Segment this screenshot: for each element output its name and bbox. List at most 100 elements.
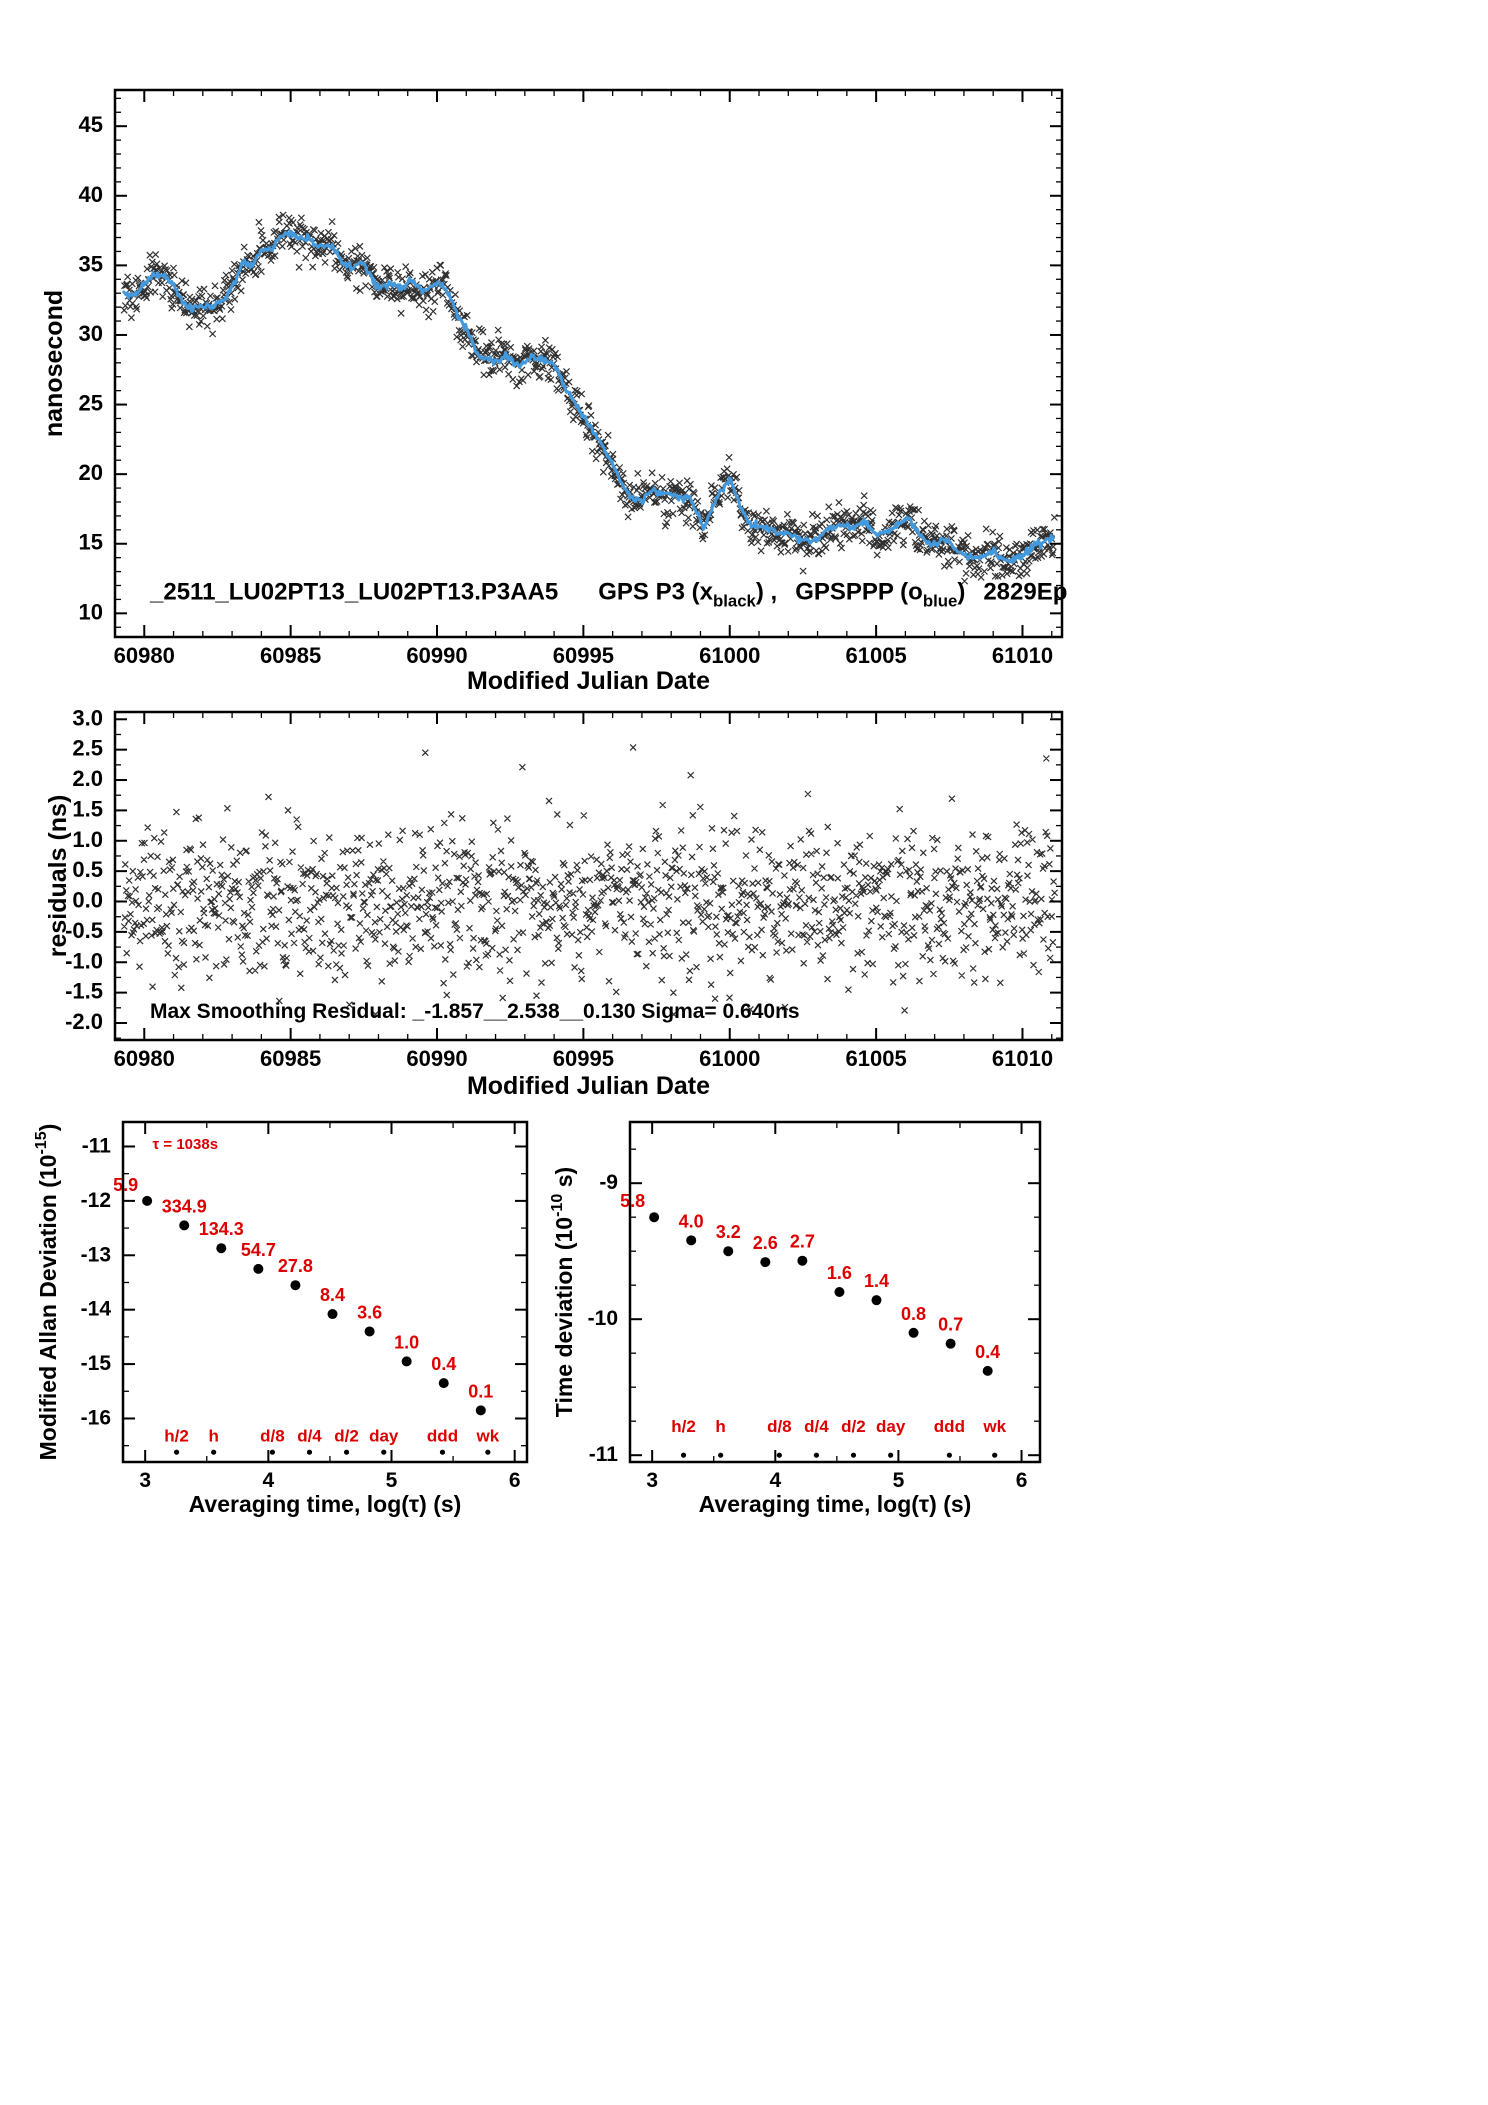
point-value-label: 4.0 (679, 1211, 704, 1231)
mdev-points (142, 1195, 486, 1416)
data-point (834, 1287, 845, 1297)
x-axis-title: Averaging time, log(τ) (s) (189, 1491, 462, 1517)
data-point (142, 1195, 153, 1206)
x-tick-label: 5 (893, 1469, 905, 1492)
y-tick-label: 10 (79, 599, 103, 624)
data-point (945, 1338, 956, 1349)
time-marker-label: d/4 (804, 1417, 829, 1436)
data-point (475, 1405, 486, 1416)
y-tick-label: 25 (79, 390, 103, 415)
x-axis-title: Averaging time, log(τ) (s) (699, 1491, 972, 1517)
time-marker-label: d/8 (260, 1426, 285, 1445)
x-tick-label: 60990 (406, 643, 467, 668)
point-value-label: 0.1 (468, 1381, 493, 1401)
time-marker-dot (776, 1452, 782, 1458)
phase-data-layer (120, 211, 1058, 585)
y-tick-label: 30 (79, 321, 103, 346)
series-label: _2511_LU02PT13_LU02PT13.P3AA5 GPS P3 (xbl… (149, 578, 1067, 610)
y-tick-label: 1.0 (72, 827, 103, 852)
time-marker-label: h (208, 1426, 218, 1445)
point-value-label: 5.8 (620, 1191, 645, 1211)
x-tick-label: 3 (646, 1469, 658, 1492)
time-marker-dot (381, 1449, 387, 1455)
y-tick-label: 0.0 (72, 887, 103, 912)
y-tick-label: 20 (79, 460, 103, 485)
data-point (438, 1378, 449, 1389)
time-marker-dot (850, 1452, 857, 1458)
y-axis-title: nanosecond (40, 290, 68, 437)
data-point (723, 1246, 734, 1257)
phase-chart: _2511_LU02PT13_LU02PT13.P3AA5 GPS P3 (xbl… (40, 88, 1067, 695)
data-point (216, 1243, 227, 1254)
time-marker-label: d/4 (297, 1426, 322, 1445)
time-marker-label: ddd (427, 1426, 458, 1445)
point-value-label: 54.7 (241, 1240, 276, 1260)
y-axis-title: Time deviation (10-10 s) (548, 1167, 577, 1417)
time-marker-dot (992, 1452, 998, 1458)
tdev-points (649, 1212, 993, 1376)
y-tick-label: 15 (79, 530, 103, 555)
y-tick-label: 40 (79, 182, 103, 207)
y-tick-label: 45 (79, 112, 103, 137)
time-marker-dot (888, 1452, 894, 1458)
residuals-data-layer (120, 743, 1059, 1018)
data-point (290, 1280, 301, 1291)
data-point (908, 1327, 919, 1338)
x-tick-label: 61010 (992, 1046, 1053, 1071)
x-tick-label: 61005 (846, 1046, 907, 1071)
point-value-label: 0.4 (431, 1354, 456, 1374)
time-marker-label: h (715, 1417, 725, 1436)
time-marker-dot (343, 1449, 350, 1455)
data-point (364, 1326, 375, 1337)
axis-box (113, 710, 1064, 1042)
y-tick-label: 0.5 (72, 857, 103, 882)
x-tick-label: 60980 (114, 643, 175, 668)
point-value-label: 27.8 (278, 1256, 313, 1276)
y-tick-label: 1.5 (72, 796, 103, 821)
x-axis-title: Modified Julian Date (467, 1072, 710, 1100)
stats-text: Max Smoothing Residual: _-1.857__2.538__… (150, 1000, 800, 1023)
time-marker-dot (439, 1449, 446, 1455)
point-value-label: 0.8 (901, 1304, 926, 1324)
point-value-label: 1.4 (864, 1271, 889, 1291)
x-tick-label: 4 (769, 1469, 781, 1492)
point-value-label: 2.6 (753, 1233, 778, 1253)
mdev-data-layer (142, 1195, 486, 1416)
time-marker-label: h/2 (164, 1426, 189, 1445)
y-tick-label: -1.0 (65, 948, 103, 973)
time-marker-dot (211, 1449, 217, 1455)
time-marker-label: d/8 (767, 1417, 792, 1436)
point-value-label: 0.4 (975, 1342, 1000, 1362)
x-tick-label: 3 (139, 1469, 151, 1492)
point-value-label: 334.9 (162, 1196, 207, 1216)
gpsppp-smoothed-series (122, 229, 1055, 565)
y-tick-label: -11 (82, 1134, 112, 1157)
x-tick-label: 61000 (699, 643, 760, 668)
time-marker-dot (269, 1449, 276, 1455)
point-value-label: 134.3 (199, 1219, 244, 1239)
point-value-label: 2.7 (790, 1232, 815, 1252)
data-point (649, 1212, 660, 1223)
point-value-label: 3.2 (716, 1222, 741, 1242)
time-marker-label: wk (982, 1417, 1006, 1436)
x-tick-label: 61000 (699, 1046, 760, 1071)
axis-box (121, 1120, 529, 1464)
x-tick-label: 60995 (553, 643, 614, 668)
time-marker-dot (173, 1449, 180, 1455)
data-point (871, 1295, 882, 1306)
y-tick-label: -13 (81, 1243, 111, 1266)
y-tick-label: -15 (81, 1352, 112, 1375)
point-value-label: 3.6 (357, 1302, 382, 1322)
time-marker-dot (485, 1449, 491, 1455)
time-marker-label: ddd (934, 1417, 965, 1436)
mdev-time-markers: h/2 h d/8 d/4 d/2 day ddd wk (164, 1426, 500, 1455)
y-tick-label: -14 (81, 1297, 112, 1320)
point-value-label: 5.9 (113, 1175, 138, 1195)
data-point (253, 1263, 264, 1274)
residuals-chart: Max Smoothing Residual: _-1.857__2.538__… (44, 705, 1064, 1100)
x-tick-label: 61010 (992, 643, 1053, 668)
axis-box (628, 1120, 1042, 1464)
time-marker-label: d/2 (334, 1426, 359, 1445)
